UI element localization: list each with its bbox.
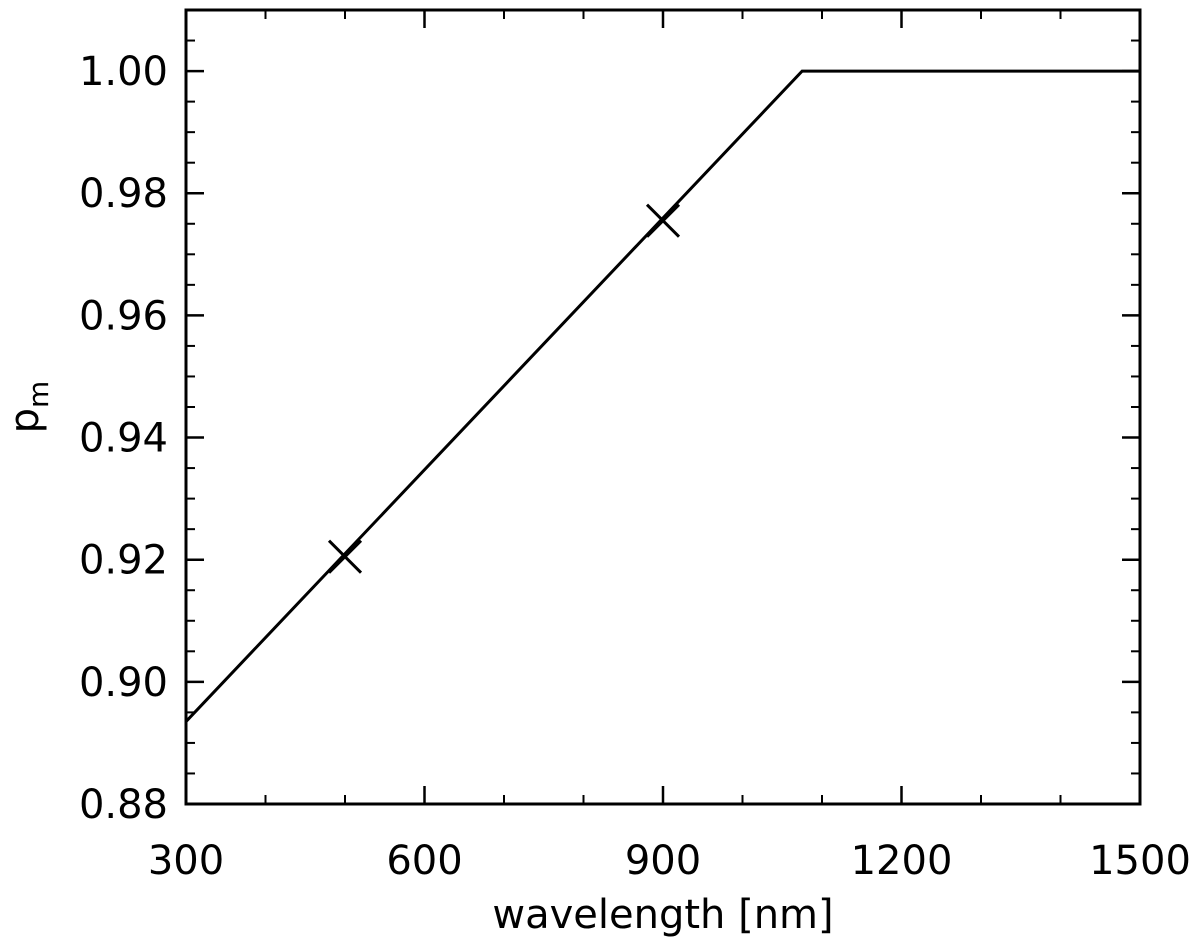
y-tick-label: 0.96: [79, 293, 168, 339]
x-tick-label: 1200: [851, 838, 953, 884]
y-axis-title-main: p: [2, 408, 48, 433]
y-axis-title-subscript: m: [22, 381, 55, 408]
y-axis-title: pm: [2, 381, 55, 434]
data-point-x-marker: [645, 203, 681, 238]
y-tick-label: 1.00: [79, 49, 168, 95]
x-tick-label: 900: [625, 838, 701, 884]
plot-marks: [184, 69, 1140, 723]
plot-frame: [184, 8, 1142, 806]
y-tick-label: 0.92: [79, 538, 168, 584]
y-tick-label: 0.90: [79, 660, 168, 706]
y-tick-label: 0.98: [79, 171, 168, 217]
data-point-x-marker: [327, 539, 363, 574]
ticks-layer: [184, 9, 1142, 806]
x-tick-label: 600: [386, 838, 462, 884]
labels-layer: 300 600 900 1200 1500 0.88 0.90 0.92 0.94 0.96 0.9…: [79, 49, 1191, 884]
x-axis-title: wavelength [nm]: [492, 892, 833, 938]
x-tick-label: 300: [148, 838, 224, 884]
series-line: [184, 69, 1140, 723]
y-tick-label: 0.88: [79, 782, 168, 828]
y-tick-label: 0.94: [79, 416, 168, 462]
x-tick-label: 1500: [1089, 838, 1191, 884]
